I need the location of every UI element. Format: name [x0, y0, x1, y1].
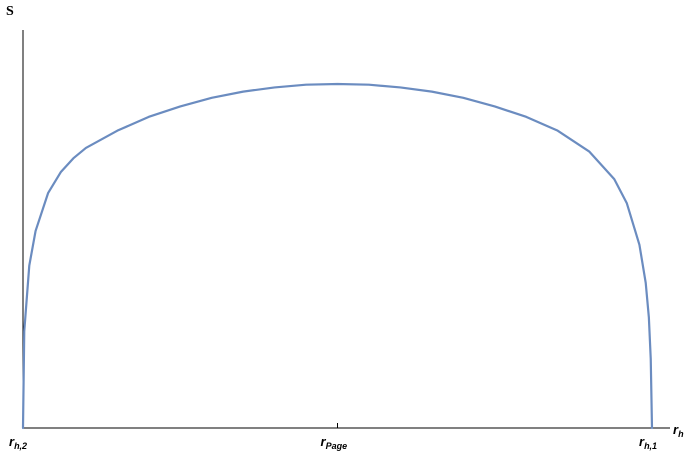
x-tick-label: rh,1: [639, 434, 657, 451]
x-tick-label-main: r: [321, 434, 327, 449]
y-axis-label: S: [6, 4, 14, 19]
x-tick-label: rh,2: [9, 434, 27, 451]
x-axis-label-main: r: [673, 422, 679, 437]
x-axis-label: rh: [673, 422, 684, 439]
x-tick-label: rPage: [321, 434, 348, 451]
x-tick-group: rh,2 rPage rh,1: [9, 423, 657, 451]
x-axis-label-sub: h: [678, 429, 684, 439]
entropy-curve: [21, 82, 654, 430]
x-tick-label-sub: h,2: [14, 441, 27, 451]
x-tick-label-main: r: [639, 434, 645, 449]
x-tick-label-main: r: [9, 434, 15, 449]
x-tick-label-sub: Page: [326, 441, 348, 451]
x-tick-label-sub: h,1: [644, 441, 657, 451]
